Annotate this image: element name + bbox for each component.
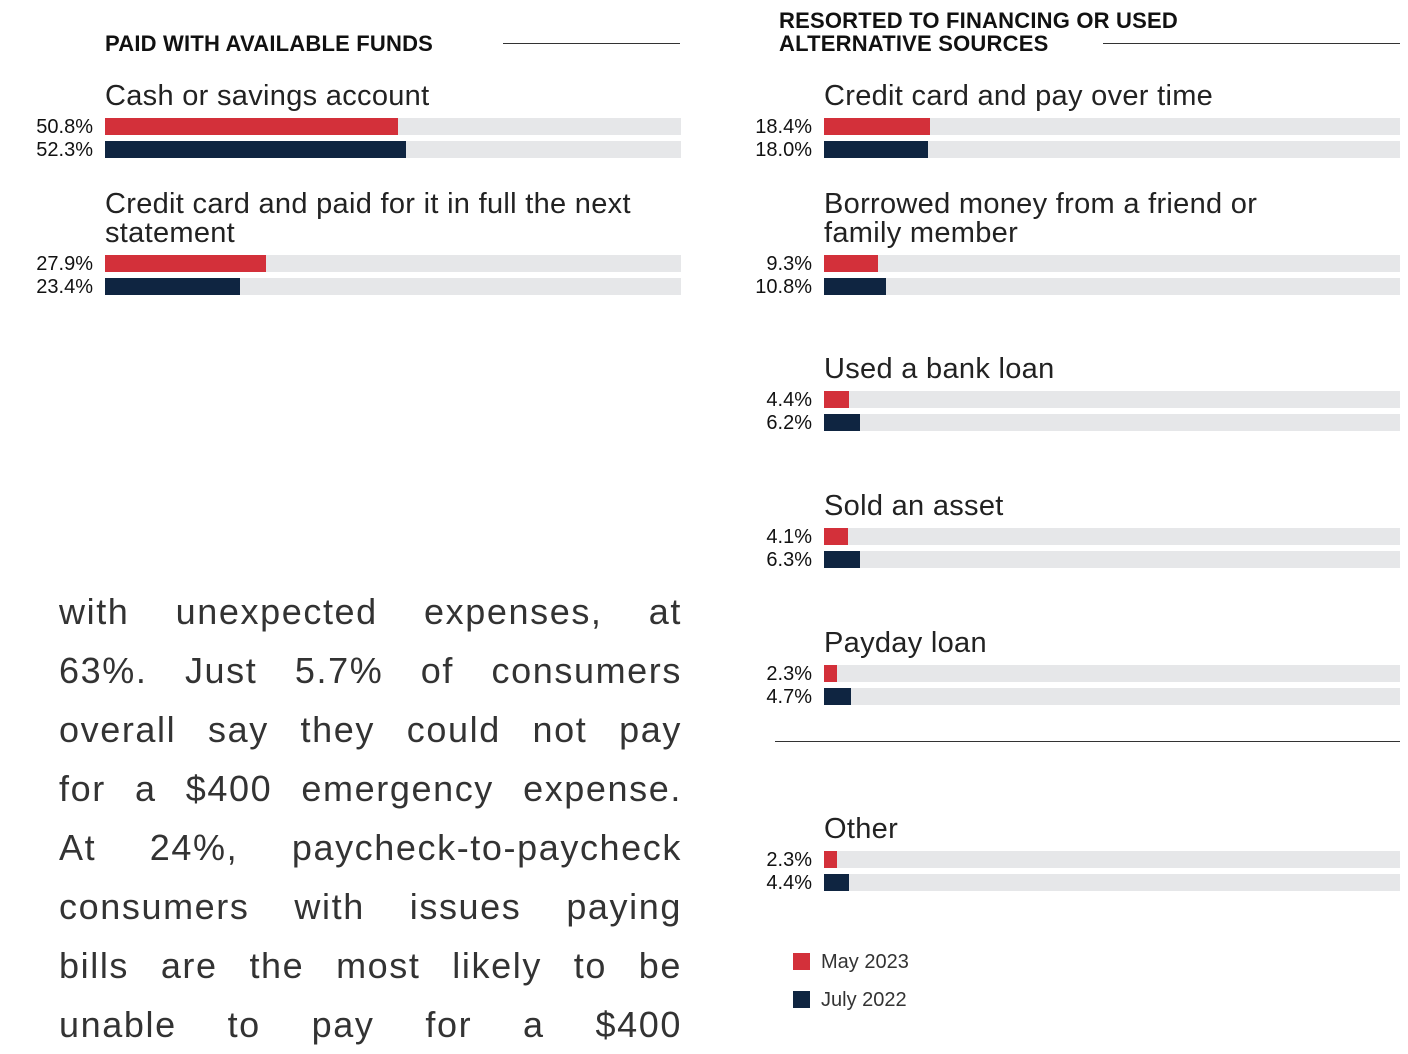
bar (824, 391, 850, 408)
bar-track (824, 118, 1400, 135)
bar-track (824, 391, 1400, 408)
text-line: 63%. Just 5.7% of consumers (59, 650, 682, 691)
bar-track (824, 141, 1400, 158)
value-label: 2.3% (766, 849, 812, 871)
bar-track (824, 528, 1400, 545)
bar-track (824, 874, 1400, 891)
value-label: 6.2% (766, 412, 812, 434)
bar-track (824, 665, 1400, 682)
text-line: consumers with issues paying (59, 886, 682, 927)
value-label: 2.3% (766, 663, 812, 685)
category-label: Cash or savings account (105, 80, 430, 112)
legend-swatch (793, 991, 810, 1008)
bar (824, 278, 887, 295)
chart-title: RESORTED TO FINANCING OR USED ALTERNATIV… (779, 8, 1178, 56)
bar (824, 551, 861, 568)
bar-track (105, 278, 681, 295)
value-label: 4.1% (766, 526, 812, 548)
title-rule (1103, 43, 1400, 44)
value-label: 4.4% (766, 389, 812, 411)
title-rule (503, 43, 680, 44)
text-line: with unexpected expenses, at (59, 591, 682, 632)
category-label: Credit card and pay over time (824, 80, 1214, 112)
bar-track (824, 255, 1400, 272)
bar-track (824, 688, 1400, 705)
value-label: 18.0% (755, 139, 812, 161)
value-label: 18.4% (755, 116, 812, 138)
bar (824, 141, 928, 158)
chart-title: PAID WITH AVAILABLE FUNDS (105, 31, 434, 56)
bar (105, 141, 407, 158)
legend-label: May 2023 (821, 951, 909, 973)
value-label: 23.4% (36, 276, 93, 298)
bar (105, 278, 240, 295)
bar (824, 874, 850, 891)
bar (824, 414, 860, 431)
value-label: 4.7% (766, 686, 812, 708)
category-label: Other (824, 813, 899, 845)
bar (105, 255, 266, 272)
value-label: 4.4% (766, 872, 812, 894)
value-label: 9.3% (766, 253, 812, 275)
separator (775, 741, 1400, 742)
body-text: with unexpected expenses, at 63%. Just 5.… (59, 582, 682, 1054)
value-label: 52.3% (36, 139, 93, 161)
text-line: At 24%, paycheck-to-paycheck (59, 827, 682, 868)
bar (824, 851, 838, 868)
text-line: overall say they could not pay (59, 709, 682, 750)
category-label: Payday loan (824, 627, 987, 659)
category-label: Used a bank loan (824, 353, 1055, 385)
value-label: 6.3% (766, 549, 812, 571)
bar (824, 528, 848, 545)
text-line: for a $400 emergency expense. (59, 768, 682, 809)
bar (824, 665, 838, 682)
bar (824, 688, 852, 705)
value-label: 27.9% (36, 253, 93, 275)
bar-track (824, 851, 1400, 868)
legend-label: July 2022 (821, 989, 907, 1011)
text-line: bills are the most likely to be (59, 945, 682, 986)
category-label: Borrowed money from a friend or family m… (824, 188, 1258, 249)
value-label: 50.8% (36, 116, 93, 138)
category-label: Sold an asset (824, 490, 1004, 522)
bar (105, 118, 398, 135)
page: PAID WITH AVAILABLE FUNDS Cash or savings… (36, 8, 1400, 1045)
legend-swatch (793, 953, 810, 970)
bar (824, 118, 930, 135)
category-label: Credit card and paid for it in full the … (105, 188, 631, 249)
text-line: unable to pay for a $400 (59, 1004, 682, 1045)
bar-track (824, 278, 1400, 295)
bar (824, 255, 878, 272)
value-label: 10.8% (755, 276, 812, 298)
bar-track (824, 551, 1400, 568)
bar-track (824, 414, 1400, 431)
